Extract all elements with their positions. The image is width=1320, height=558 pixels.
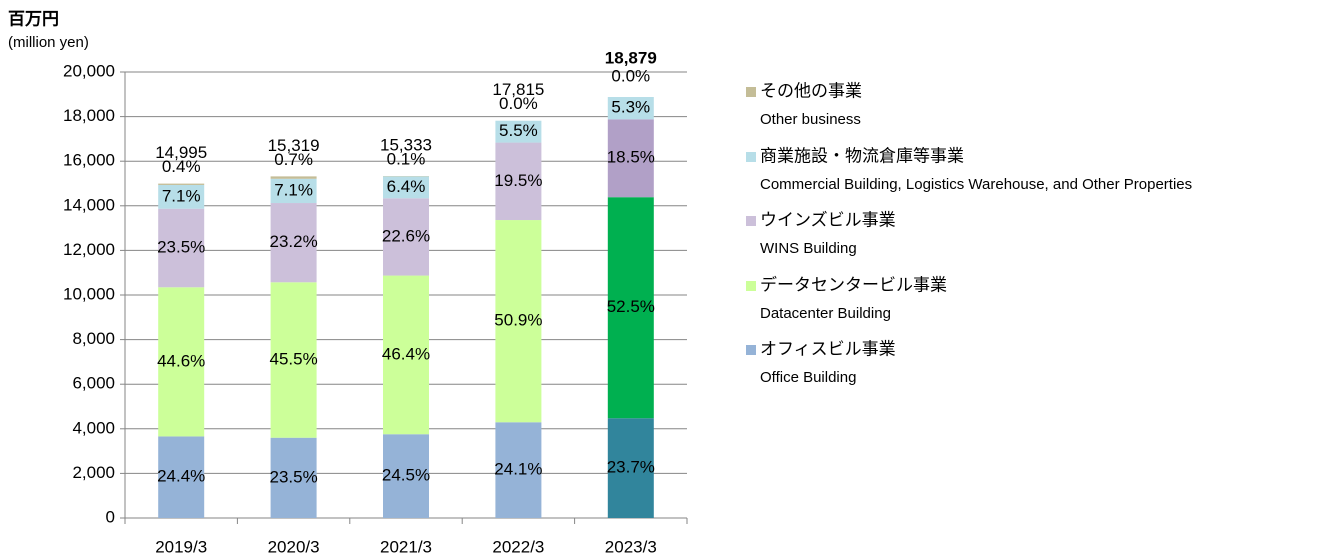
total-label: 14,995 [155, 143, 207, 162]
data-label: 23.2% [269, 232, 317, 251]
data-label: 44.6% [157, 351, 205, 370]
y-tick-label: 12,000 [63, 240, 115, 259]
y-tick-label: 4,000 [72, 418, 115, 437]
bar-segment [158, 287, 205, 437]
y-tick-label: 20,000 [63, 61, 115, 80]
total-label: 15,319 [268, 136, 320, 155]
bar-segment [495, 120, 542, 143]
bar-segment [383, 198, 429, 276]
bar-segment [607, 197, 654, 419]
legend-swatch [746, 345, 756, 355]
legend-sublabel: WINS Building [760, 240, 857, 257]
x-tick-label: 2023/3 [605, 537, 657, 556]
data-label: 52.5% [607, 297, 655, 316]
bar-segment [383, 434, 429, 518]
legend-swatch [746, 281, 756, 291]
data-label: 0.4% [162, 157, 201, 176]
legend-label: その他の事業 [760, 81, 862, 100]
legend-swatch [746, 216, 756, 226]
data-label: 23.5% [269, 467, 317, 486]
legend-sublabel: Other business [760, 111, 861, 128]
legend-sublabel: Datacenter Building [760, 305, 891, 322]
legend-label: オフィスビル事業 [760, 339, 896, 358]
data-label: 24.4% [157, 467, 205, 486]
data-label: 7.1% [162, 186, 201, 205]
legend-label: データセンタービル事業 [760, 274, 947, 294]
bar-segment [270, 282, 317, 438]
data-label: 24.1% [494, 460, 542, 479]
legend-label: ウインズビル事業 [760, 210, 896, 229]
bar-segment [158, 183, 205, 185]
bar-segment [607, 96, 654, 120]
bar-segment [158, 184, 205, 209]
data-label: 18.5% [607, 148, 655, 167]
x-tick-label: 2019/3 [155, 537, 207, 556]
data-label: 0.7% [274, 150, 313, 169]
bar-segment [270, 178, 317, 204]
bar-segment [495, 220, 542, 423]
data-label: 46.4% [382, 344, 430, 363]
y-tick-label: 8,000 [72, 329, 115, 348]
y-tick-label: 14,000 [63, 195, 115, 214]
data-label: 5.3% [611, 98, 650, 117]
legend-swatch [746, 87, 756, 97]
total-label: 17,815 [492, 80, 544, 99]
data-label: 5.5% [499, 121, 538, 140]
bar-segment [495, 422, 542, 518]
bar-segment [270, 176, 317, 179]
bar-segment [158, 208, 205, 288]
legend-swatch [746, 152, 756, 162]
data-label: 22.6% [382, 226, 430, 245]
bar-segment [383, 176, 429, 199]
y-tick-label: 6,000 [72, 374, 115, 393]
bar-segment [607, 418, 654, 518]
bar-segment [383, 275, 429, 435]
unit-label: 百万円 [8, 9, 59, 28]
unit-sublabel: (million yen) [8, 34, 89, 51]
data-label: 6.4% [387, 177, 426, 196]
data-label: 50.9% [494, 311, 542, 330]
y-tick-label: 2,000 [72, 463, 115, 482]
data-label: 0.0% [611, 66, 650, 85]
legend-sublabel: Commercial Building, Logistics Warehouse… [760, 176, 1192, 193]
data-label: 24.5% [382, 466, 430, 485]
total-label: 15,333 [380, 136, 432, 155]
data-label: 45.5% [269, 349, 317, 368]
x-tick-label: 2021/3 [380, 537, 432, 556]
bar-segment [270, 437, 317, 518]
data-label: 7.1% [274, 180, 313, 199]
bar-segment [495, 142, 542, 221]
legend-label: 商業施設・物流倉庫等事業 [760, 146, 964, 165]
data-label: 23.7% [607, 458, 655, 477]
total-label: 18,879 [605, 48, 657, 67]
data-label: 0.0% [499, 94, 538, 113]
y-tick-label: 10,000 [63, 284, 115, 303]
y-tick-label: 18,000 [63, 106, 115, 125]
bar-segment [158, 436, 205, 518]
bar-segment [607, 119, 654, 198]
x-tick-label: 2020/3 [268, 537, 320, 556]
data-label: 19.5% [494, 171, 542, 190]
y-tick-label: 0 [106, 507, 115, 526]
y-tick-label: 16,000 [63, 151, 115, 170]
legend-sublabel: Office Building [760, 369, 856, 386]
bar-segment [270, 203, 317, 283]
data-label: 0.1% [387, 150, 426, 169]
data-label: 23.5% [157, 237, 205, 256]
x-tick-label: 2022/3 [492, 537, 544, 556]
